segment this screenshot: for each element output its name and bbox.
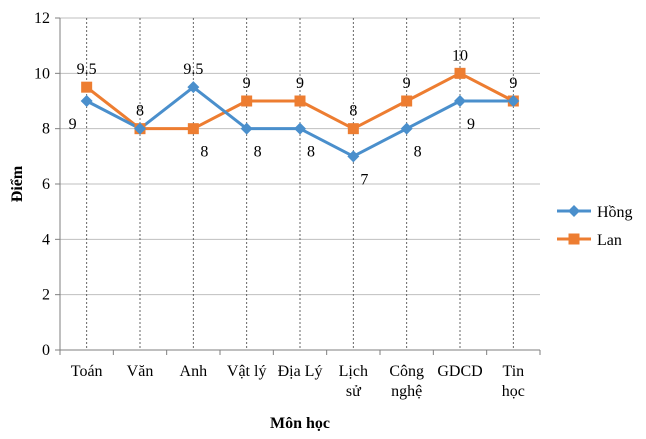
y-axis-title: Điểm: [9, 165, 26, 202]
data-label: 9: [403, 75, 411, 92]
data-point: [294, 122, 306, 135]
y-tick-label: 0: [42, 342, 50, 359]
data-label: 9: [243, 75, 251, 92]
y-tick-label: 2: [42, 287, 50, 304]
data-labels: 9.5 9 8 8 9.5 9 8 9 8 8 7 9 8 10 9 9: [69, 47, 518, 188]
data-point: [401, 95, 413, 107]
y-tick-label: 6: [42, 176, 50, 193]
data-label: 9.5: [77, 61, 97, 78]
series-group: [80, 67, 520, 163]
data-point: [80, 95, 93, 107]
data-label: 9: [69, 116, 77, 133]
x-tick-label: Địa Lý: [278, 363, 323, 380]
x-tick-label: Vật lý: [227, 363, 267, 380]
data-label: 9.5: [183, 61, 203, 78]
x-axis-title: Môn học: [270, 415, 330, 432]
x-tick-label: Văn: [127, 363, 154, 380]
data-point: [568, 233, 580, 245]
data-label: 10: [452, 47, 468, 64]
y-tick-label: 10: [34, 65, 50, 82]
data-point: [454, 67, 466, 79]
data-point: [187, 123, 199, 135]
data-point: [187, 81, 200, 94]
data-point: [454, 95, 466, 107]
data-point: [134, 122, 146, 135]
data-point: [241, 95, 253, 107]
x-tick-label: nghệ: [391, 383, 422, 400]
data-label: 9: [509, 75, 517, 92]
data-label: 8: [307, 144, 315, 161]
x-tick-label: Tin: [503, 363, 525, 380]
x-tick-label: học: [502, 383, 525, 400]
y-tick-labels: 0 2 4 6 8 10 12: [34, 10, 50, 359]
y-tick-label: 12: [34, 10, 50, 27]
data-label: 9: [467, 116, 475, 133]
data-label: 7: [360, 171, 368, 188]
data-label: 8: [254, 144, 262, 161]
data-point: [507, 95, 520, 107]
axes: [55, 17, 541, 355]
y-tick-label: 8: [42, 121, 50, 138]
x-tick-label: sử: [346, 383, 362, 400]
y-tick-label: 4: [42, 231, 50, 248]
legend-label: Lan: [597, 232, 622, 249]
data-label: 8: [349, 103, 357, 120]
legend: Hồng Lan: [557, 204, 633, 249]
x-tick-label: GDCD: [437, 363, 482, 380]
x-tick-label: Anh: [180, 363, 208, 380]
data-point: [347, 150, 360, 163]
x-tick-label: Toán: [71, 363, 103, 380]
data-label: 8: [136, 103, 144, 120]
data-label: 8: [414, 144, 422, 161]
grid: [60, 17, 540, 350]
data-label: 8: [200, 144, 208, 161]
data-label: 9: [296, 75, 304, 92]
data-point: [240, 122, 253, 135]
x-tick-labels: Toán Văn Anh Vật lý Địa Lý Lịch sử Công nghệ GDCD…: [71, 363, 525, 400]
x-tick-label: Lịch: [339, 363, 368, 380]
x-tick-label: Công: [389, 363, 424, 380]
data-point: [347, 123, 359, 135]
data-point: [568, 205, 580, 217]
legend-label: Hồng: [597, 204, 633, 221]
data-point: [400, 122, 413, 135]
data-point: [81, 81, 93, 93]
data-point: [294, 95, 306, 107]
